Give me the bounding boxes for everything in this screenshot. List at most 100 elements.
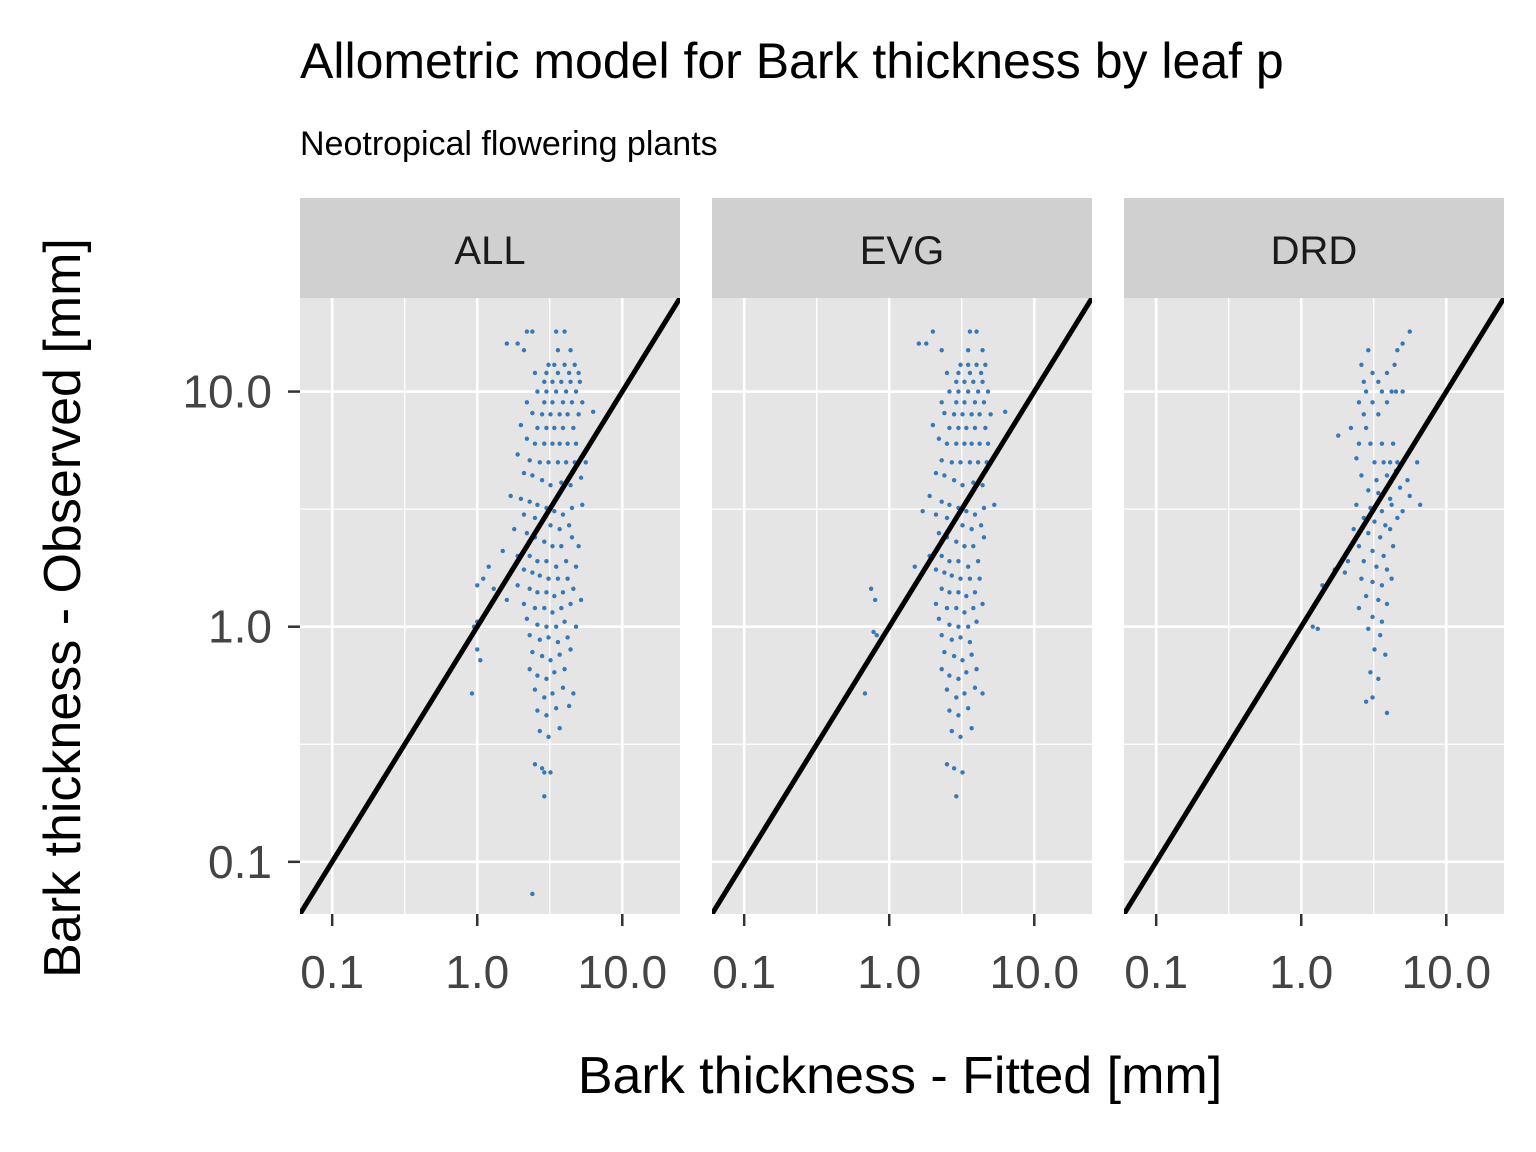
data-point <box>521 470 527 476</box>
data-point <box>980 482 985 488</box>
data-point <box>515 341 520 346</box>
data-point <box>1389 502 1394 507</box>
data-point <box>1384 567 1390 572</box>
data-point <box>553 389 559 394</box>
data-point <box>555 460 561 465</box>
data-point <box>565 441 570 446</box>
reference-line <box>300 298 680 914</box>
data-point <box>985 441 991 446</box>
data-point <box>956 713 961 718</box>
data-point <box>552 593 557 599</box>
data-point <box>971 605 976 611</box>
data-point <box>578 597 584 603</box>
data-point <box>475 583 480 588</box>
data-point <box>544 713 549 718</box>
data-point <box>550 691 555 696</box>
data-point <box>571 691 576 696</box>
data-point <box>980 379 985 385</box>
data-point <box>566 703 572 709</box>
data-point <box>1377 535 1383 540</box>
data-point <box>527 633 532 638</box>
data-point <box>965 362 971 367</box>
data-point <box>1390 543 1396 549</box>
data-point <box>539 653 545 659</box>
chart-subtitle: Neotropical flowering plants <box>300 125 718 163</box>
facet-strip <box>712 198 1092 298</box>
data-point <box>527 666 532 672</box>
data-point <box>535 558 540 564</box>
data-point <box>542 400 547 405</box>
data-point <box>568 601 573 607</box>
data-point <box>969 412 974 417</box>
data-point <box>521 567 527 572</box>
data-point <box>544 370 549 376</box>
data-point <box>573 441 579 446</box>
data-point <box>1383 523 1388 528</box>
data-point <box>504 341 510 346</box>
data-point <box>1359 362 1364 367</box>
data-point <box>1310 624 1315 629</box>
data-point <box>958 734 963 740</box>
data-point <box>550 610 555 615</box>
data-point <box>947 502 952 507</box>
data-point <box>1356 543 1362 549</box>
data-point <box>539 477 545 483</box>
data-point <box>550 379 555 385</box>
facet-strip-label: DRD <box>1271 229 1358 273</box>
data-point <box>872 597 878 603</box>
data-point <box>956 624 961 629</box>
data-point <box>571 586 576 591</box>
data-point <box>1384 400 1390 405</box>
reference-line-group <box>712 298 1092 914</box>
data-point <box>956 389 961 394</box>
data-point <box>576 370 581 376</box>
data-point <box>569 535 575 540</box>
data-point <box>958 460 963 465</box>
data-point <box>924 341 929 346</box>
data-point <box>568 482 573 488</box>
data-point <box>939 400 944 405</box>
data-point <box>868 586 874 591</box>
data-point <box>539 766 545 771</box>
data-point <box>557 652 562 657</box>
data-point <box>967 329 973 334</box>
data-point <box>960 482 965 488</box>
data-point <box>557 726 562 731</box>
data-point <box>1363 699 1369 704</box>
data-point <box>983 425 988 431</box>
data-point <box>1370 695 1375 700</box>
data-point <box>1389 576 1394 581</box>
data-point <box>546 635 551 640</box>
data-point <box>530 891 535 897</box>
data-point <box>933 567 939 572</box>
data-points <box>469 329 596 897</box>
data-point <box>527 553 532 559</box>
data-point <box>944 370 950 376</box>
data-point <box>569 400 575 405</box>
data-point <box>576 543 581 549</box>
data-point <box>1376 412 1381 417</box>
data-point <box>527 586 532 591</box>
data-point <box>1366 347 1371 353</box>
data-point <box>969 652 974 657</box>
data-point <box>947 622 952 627</box>
data-point <box>1387 526 1393 532</box>
data-point <box>1368 441 1373 446</box>
data-point <box>530 473 535 478</box>
data-point <box>956 370 961 376</box>
data-point <box>947 708 952 713</box>
data-point <box>974 619 979 624</box>
chart-title: Allometric model for Bark thickness by l… <box>300 33 1284 89</box>
data-point <box>544 624 549 629</box>
data-point <box>542 441 547 446</box>
data-point <box>964 670 969 675</box>
data-point <box>560 512 566 517</box>
data-point <box>560 685 566 690</box>
reference-line <box>712 298 1092 914</box>
data-point <box>977 441 982 446</box>
data-point <box>548 770 553 775</box>
data-point <box>1363 593 1369 599</box>
data-point <box>972 425 978 431</box>
data-point <box>954 400 959 405</box>
